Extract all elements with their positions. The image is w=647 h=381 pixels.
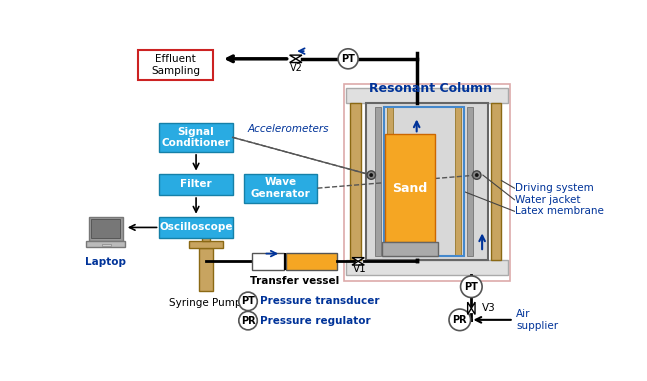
Bar xyxy=(490,104,501,260)
Polygon shape xyxy=(290,59,302,62)
Bar xyxy=(86,241,125,247)
Bar xyxy=(160,173,233,195)
Bar xyxy=(344,84,510,280)
Text: PR: PR xyxy=(452,315,467,325)
Text: PR: PR xyxy=(241,315,256,326)
Text: Oscilloscope: Oscilloscope xyxy=(159,223,233,232)
Text: V1: V1 xyxy=(353,264,367,274)
Text: PT: PT xyxy=(341,54,355,64)
Text: Filter: Filter xyxy=(181,179,212,189)
Bar xyxy=(388,107,393,256)
Text: V3: V3 xyxy=(482,303,496,313)
Polygon shape xyxy=(290,55,302,59)
Bar xyxy=(252,253,284,270)
Bar xyxy=(89,217,122,241)
Bar xyxy=(284,253,287,270)
Text: Syringe Pump: Syringe Pump xyxy=(170,298,242,308)
Bar xyxy=(189,240,223,248)
Text: Laptop: Laptop xyxy=(85,257,126,267)
Text: Pressure regulator: Pressure regulator xyxy=(259,315,370,326)
Polygon shape xyxy=(468,302,472,314)
Bar xyxy=(385,134,435,242)
Polygon shape xyxy=(352,261,364,265)
Text: Signal
Conditioner: Signal Conditioner xyxy=(162,126,230,148)
Bar xyxy=(384,107,465,256)
Bar xyxy=(466,107,473,256)
Text: Air
supplier: Air supplier xyxy=(516,309,558,331)
Circle shape xyxy=(239,311,258,330)
Circle shape xyxy=(367,171,375,179)
Text: Wave
Generator: Wave Generator xyxy=(251,178,311,199)
Bar xyxy=(375,107,381,256)
Bar xyxy=(102,243,111,246)
Bar xyxy=(91,219,120,238)
Text: Sand: Sand xyxy=(393,182,428,195)
Circle shape xyxy=(449,309,470,331)
Bar xyxy=(199,248,213,291)
Circle shape xyxy=(475,173,478,177)
Circle shape xyxy=(369,173,373,177)
Circle shape xyxy=(239,292,258,311)
Text: Transfer vessel: Transfer vessel xyxy=(250,276,339,286)
Bar xyxy=(455,107,461,256)
Bar xyxy=(138,50,214,80)
Text: Effluent
Sampling: Effluent Sampling xyxy=(151,54,200,76)
Bar xyxy=(382,242,438,256)
Bar xyxy=(366,104,487,260)
Text: Latex membrane: Latex membrane xyxy=(515,206,604,216)
Text: Pressure transducer: Pressure transducer xyxy=(259,296,379,306)
Circle shape xyxy=(472,171,481,179)
Bar xyxy=(160,217,233,238)
Text: Water jacket: Water jacket xyxy=(515,195,581,205)
Polygon shape xyxy=(472,302,475,314)
Bar xyxy=(287,253,336,270)
Text: Driving system: Driving system xyxy=(515,183,594,193)
Bar xyxy=(346,260,507,275)
Text: Resonant Column: Resonant Column xyxy=(369,82,492,95)
Text: PT: PT xyxy=(241,296,255,306)
Bar xyxy=(160,123,233,152)
Text: V2: V2 xyxy=(290,63,303,73)
Circle shape xyxy=(461,276,482,298)
Text: Accelerometers: Accelerometers xyxy=(248,124,329,134)
Polygon shape xyxy=(352,258,364,261)
Text: PT: PT xyxy=(465,282,478,292)
Bar xyxy=(346,88,507,104)
Bar xyxy=(244,173,317,203)
Circle shape xyxy=(338,49,358,69)
Bar xyxy=(351,104,361,260)
Bar xyxy=(202,223,210,241)
